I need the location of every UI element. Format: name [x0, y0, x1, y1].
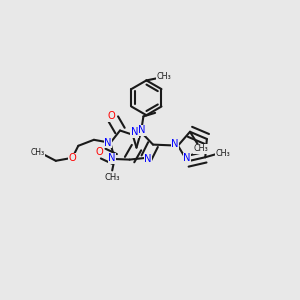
Text: N: N — [138, 125, 146, 135]
Text: CH₃: CH₃ — [104, 172, 120, 182]
Text: N: N — [183, 153, 190, 164]
Text: CH₃: CH₃ — [193, 144, 208, 153]
Text: CH₃: CH₃ — [156, 72, 171, 81]
Text: O: O — [107, 111, 115, 121]
Text: CH₃: CH₃ — [31, 148, 45, 157]
Text: N: N — [109, 153, 116, 164]
Text: O: O — [96, 147, 104, 157]
Text: N: N — [131, 127, 138, 137]
Text: O: O — [68, 153, 76, 164]
Text: N: N — [171, 140, 179, 149]
Text: N: N — [104, 138, 112, 148]
Text: N: N — [145, 154, 152, 164]
Text: CH₃: CH₃ — [215, 148, 230, 158]
